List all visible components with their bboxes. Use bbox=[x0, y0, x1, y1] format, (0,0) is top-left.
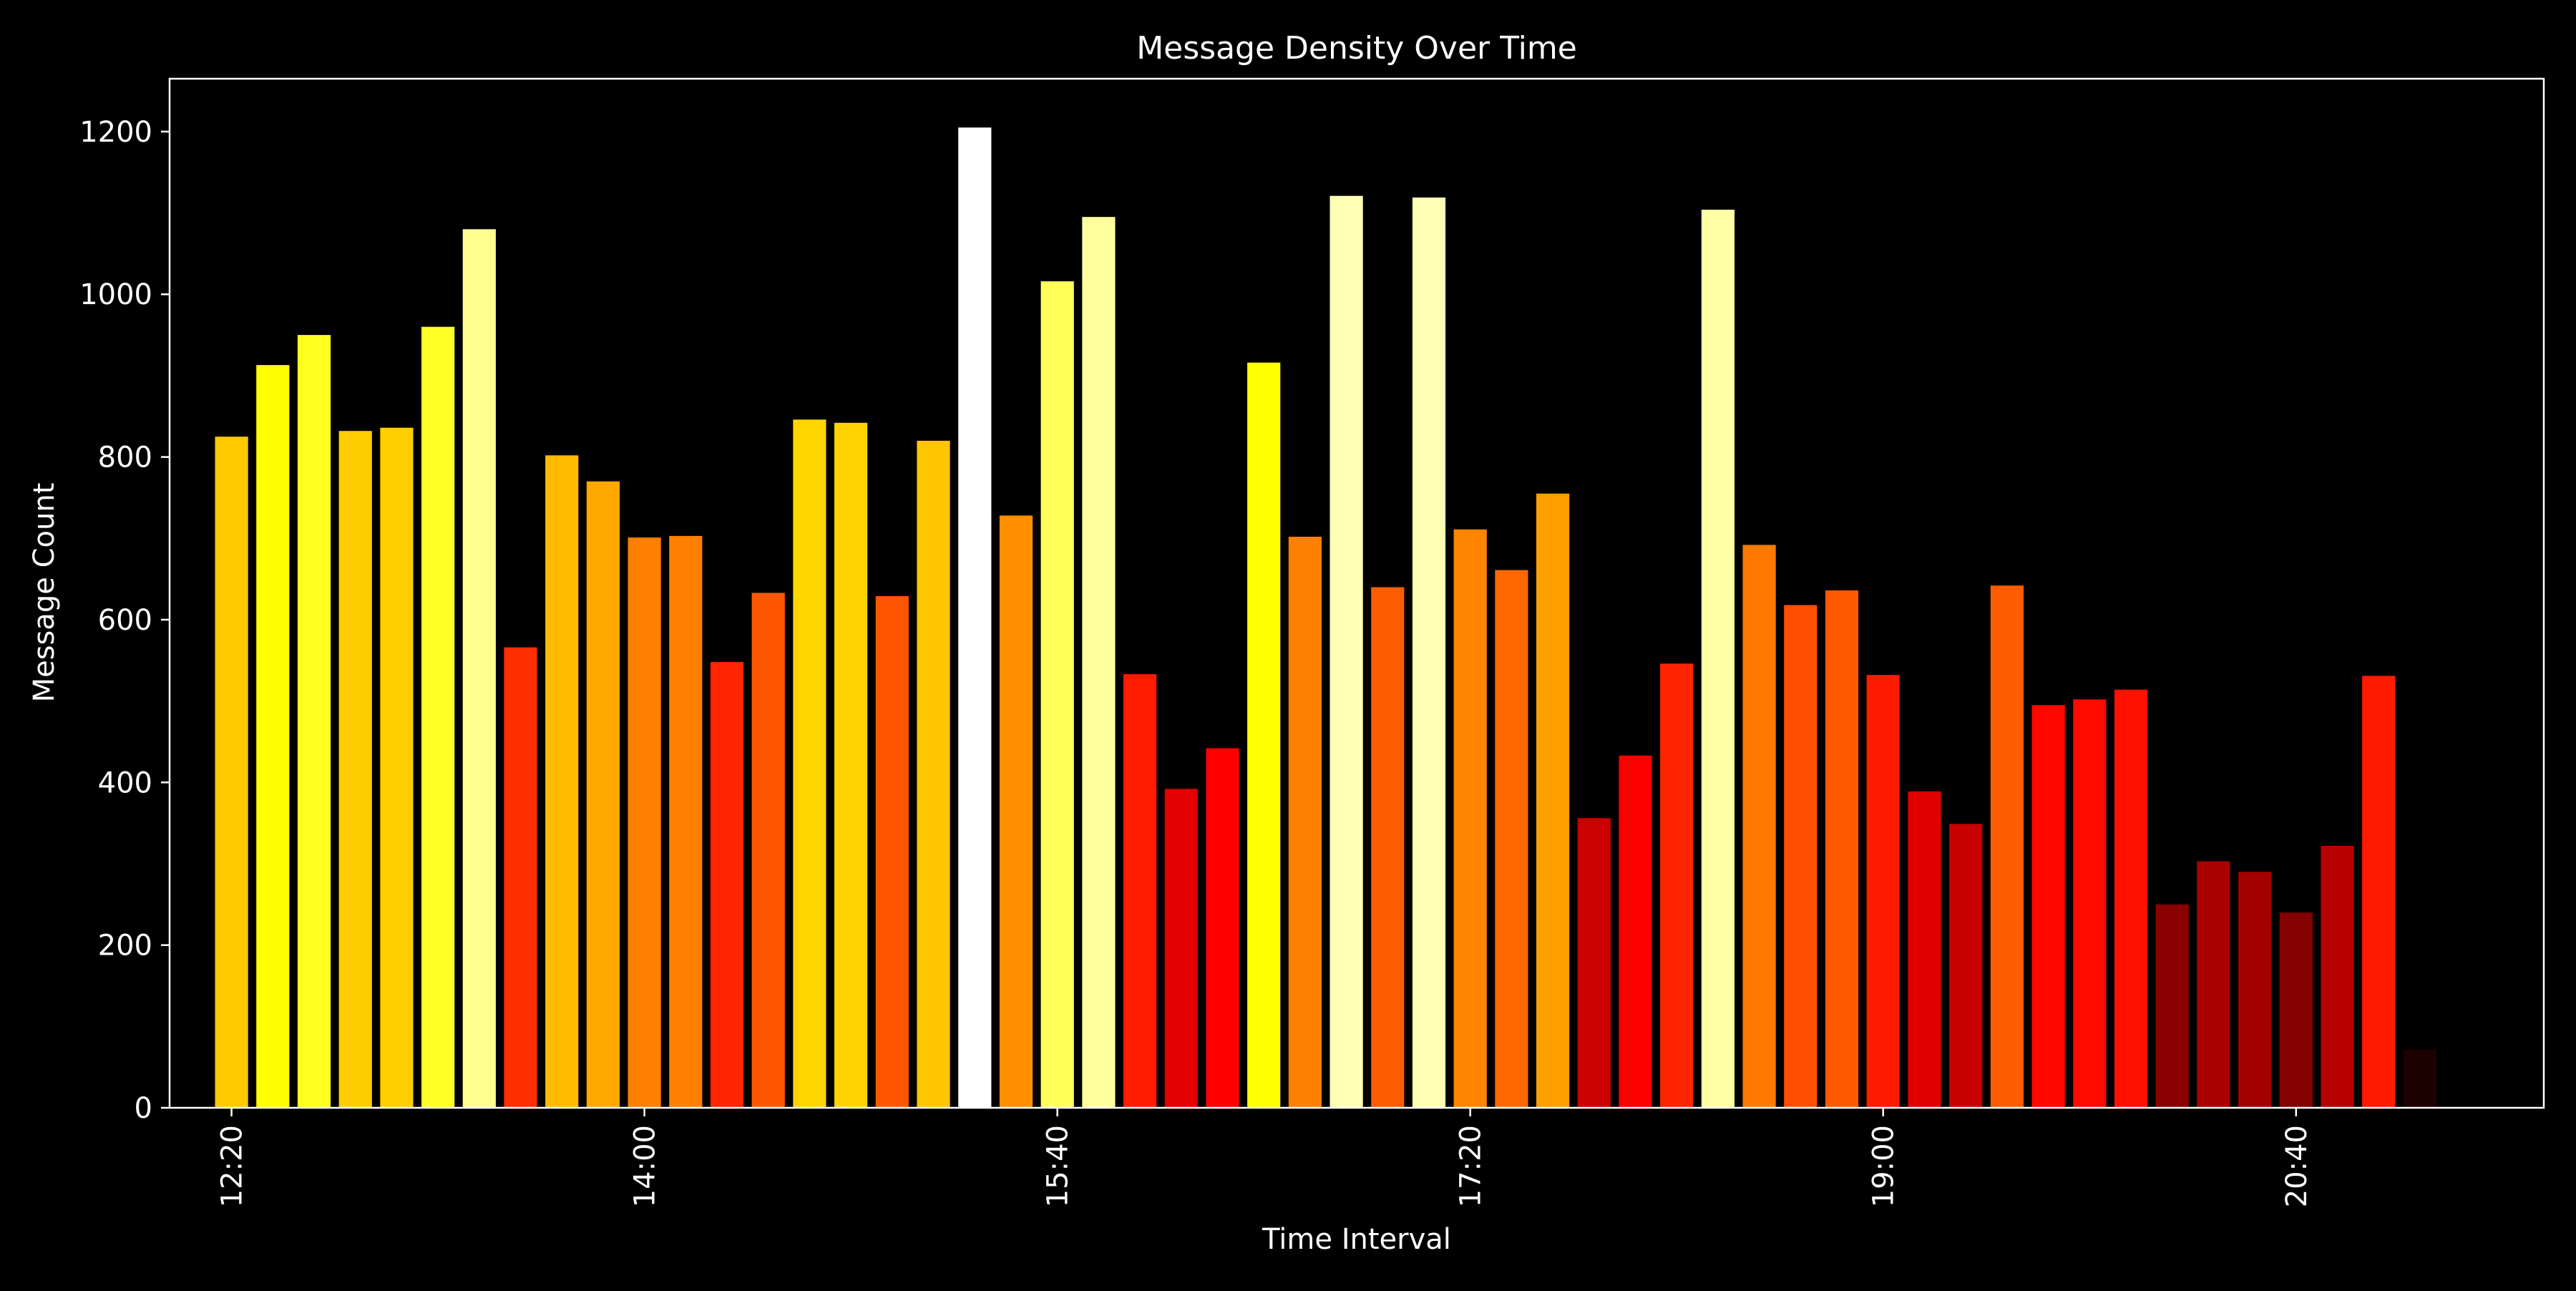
bar bbox=[2238, 872, 2272, 1108]
bar bbox=[917, 440, 950, 1108]
y-tick-label: 1200 bbox=[79, 116, 152, 149]
bar bbox=[586, 481, 620, 1108]
bar bbox=[2073, 699, 2107, 1108]
bar bbox=[380, 427, 414, 1108]
bar bbox=[1536, 493, 1570, 1108]
bar bbox=[1660, 663, 1694, 1108]
bar bbox=[2321, 846, 2354, 1108]
bar bbox=[1619, 755, 1652, 1108]
bar bbox=[1701, 210, 1735, 1108]
bars-layer bbox=[215, 127, 2436, 1109]
y-tick-label: 400 bbox=[98, 766, 152, 799]
bar bbox=[793, 419, 826, 1108]
bar bbox=[1742, 545, 1776, 1108]
bar bbox=[338, 431, 372, 1108]
bar bbox=[710, 662, 744, 1108]
bar bbox=[875, 596, 909, 1108]
x-tick-label: 12:20 bbox=[216, 1125, 249, 1207]
x-tick-label: 15:40 bbox=[1042, 1125, 1075, 1207]
bar bbox=[628, 537, 661, 1108]
y-tick-label: 1000 bbox=[79, 278, 152, 311]
y-axis: 0 200 400 600 800 1000 1200 bbox=[79, 116, 170, 1125]
bar bbox=[1908, 791, 1941, 1108]
plot-area-frame bbox=[168, 77, 2545, 1109]
bar bbox=[1412, 198, 1446, 1108]
bar bbox=[2403, 1049, 2436, 1108]
bar bbox=[2362, 676, 2396, 1108]
bar bbox=[1082, 217, 1116, 1109]
y-tick-label: 0 bbox=[135, 1092, 152, 1125]
bar bbox=[1330, 195, 1363, 1109]
bar bbox=[1288, 537, 1322, 1108]
bar bbox=[999, 515, 1033, 1108]
bar bbox=[669, 535, 703, 1108]
bar bbox=[1371, 587, 1405, 1108]
bar bbox=[421, 326, 455, 1109]
bar bbox=[1990, 585, 2024, 1108]
bar bbox=[1577, 818, 1611, 1108]
bar bbox=[751, 593, 785, 1108]
bar bbox=[2031, 705, 2065, 1108]
bar bbox=[1247, 362, 1281, 1109]
bar bbox=[1123, 674, 1157, 1108]
x-tick-label: 14:00 bbox=[629, 1125, 662, 1207]
bar bbox=[215, 437, 248, 1108]
x-axis: 12:20 14:00 15:40 17:20 19:00 20:40 bbox=[216, 1108, 2313, 1207]
bar bbox=[1866, 675, 1900, 1108]
bar bbox=[1164, 789, 1198, 1108]
bar bbox=[297, 335, 331, 1109]
bar bbox=[1040, 281, 1074, 1109]
bar bbox=[1206, 748, 1239, 1108]
x-tick-label: 19:00 bbox=[1868, 1125, 1901, 1207]
bar bbox=[2279, 912, 2313, 1108]
y-axis-label: Message Count bbox=[28, 483, 61, 703]
bar bbox=[2155, 904, 2189, 1108]
bar bbox=[834, 422, 868, 1108]
bar bbox=[1453, 529, 1487, 1108]
bar bbox=[504, 647, 537, 1108]
bar bbox=[1825, 590, 1859, 1108]
bar bbox=[2197, 861, 2230, 1108]
chart-title: Message Density Over Time bbox=[1136, 30, 1577, 67]
bar bbox=[2114, 689, 2148, 1108]
y-tick-label: 200 bbox=[98, 930, 152, 963]
bar bbox=[545, 455, 579, 1108]
y-tick-label: 600 bbox=[98, 604, 152, 637]
bar bbox=[1495, 570, 1528, 1108]
y-tick-label: 800 bbox=[98, 442, 152, 474]
x-tick-label: 17:20 bbox=[1455, 1125, 1488, 1207]
x-tick-label: 20:40 bbox=[2280, 1125, 2313, 1207]
bar bbox=[958, 127, 992, 1109]
bar bbox=[256, 365, 290, 1109]
bar bbox=[462, 229, 496, 1108]
bar bbox=[1949, 824, 1983, 1108]
x-axis-label: Time Interval bbox=[1262, 1223, 1451, 1256]
bar bbox=[1784, 605, 1818, 1108]
